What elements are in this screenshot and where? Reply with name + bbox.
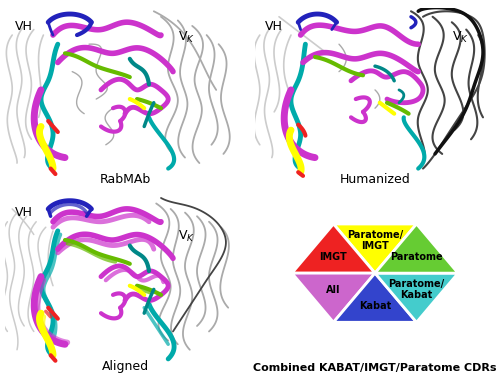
Polygon shape (292, 224, 375, 273)
Polygon shape (334, 224, 416, 273)
Text: V$_K$: V$_K$ (452, 30, 469, 45)
Polygon shape (375, 224, 458, 273)
Text: Combined KABAT/IMGT/Paratome CDRs: Combined KABAT/IMGT/Paratome CDRs (254, 363, 497, 373)
Text: VH: VH (14, 206, 32, 219)
Text: Kabat: Kabat (359, 301, 391, 311)
Polygon shape (375, 273, 458, 322)
Text: Paratome/
IMGT: Paratome/ IMGT (347, 230, 403, 251)
Text: Aligned: Aligned (102, 360, 148, 373)
Text: V$_K$: V$_K$ (178, 30, 195, 45)
Text: All: All (326, 285, 340, 295)
Text: Paratome/
Kabat: Paratome/ Kabat (388, 279, 444, 300)
Text: VH: VH (14, 19, 32, 32)
Text: IMGT: IMGT (320, 252, 347, 262)
Text: VH: VH (264, 19, 282, 32)
Text: Paratome: Paratome (390, 252, 443, 262)
Polygon shape (334, 273, 416, 322)
Text: V$_K$: V$_K$ (178, 229, 195, 244)
Text: Humanized: Humanized (340, 173, 410, 186)
Polygon shape (292, 273, 375, 322)
Text: RabMAb: RabMAb (100, 173, 150, 186)
